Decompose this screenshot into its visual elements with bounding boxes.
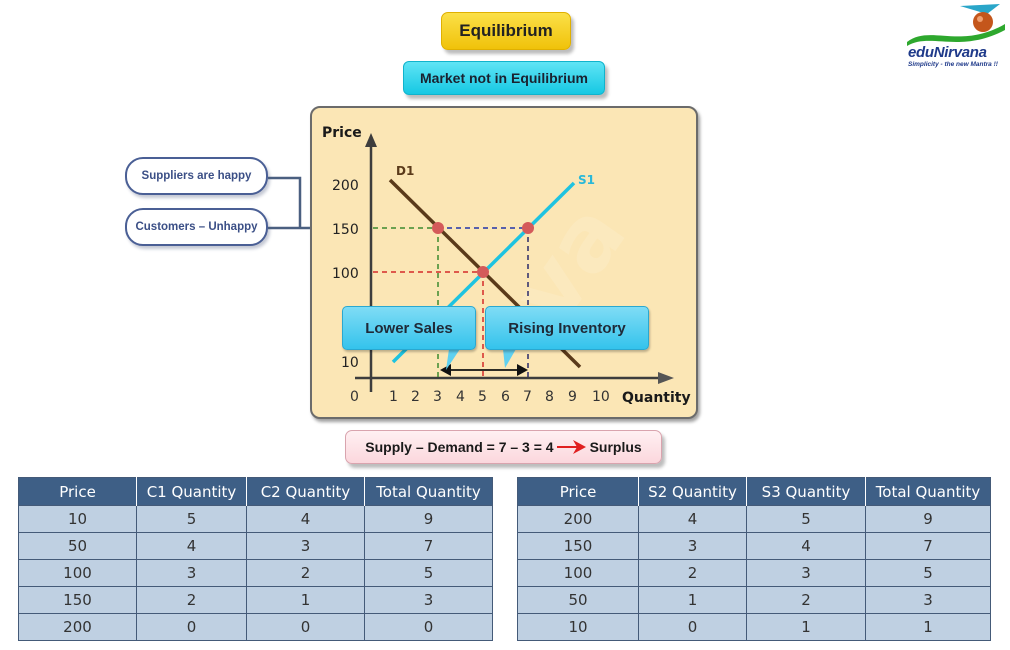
lower-sales-text: Lower Sales: [365, 319, 453, 337]
x-axis-arrow-icon: [658, 372, 674, 384]
arrow-right-icon: [517, 364, 528, 376]
y-tick: 10: [341, 355, 359, 371]
table-row: 200 0 0 0: [18, 613, 493, 641]
y-tick: 150: [332, 222, 359, 238]
column-header: Total Quantity: [364, 477, 493, 506]
svg-text:10: 10: [592, 389, 610, 405]
red-arrow-icon: [556, 440, 586, 454]
column-header: S2 Quantity: [638, 477, 747, 506]
y-axis-label: Price: [322, 125, 362, 141]
callout-customers-text: Customers – Unhappy: [135, 221, 258, 233]
page-title: Equilibrium: [459, 21, 553, 40]
rising-inventory-bubble: Rising Inventory: [485, 306, 649, 350]
svg-text:7: 7: [523, 389, 532, 405]
logo-swoosh-icon: [907, 4, 1005, 46]
table-row: 150 3 4 7: [517, 532, 991, 560]
subtitle-banner: Market not in Equilibrium: [403, 61, 605, 95]
table-row: 100 2 3 5: [517, 559, 991, 587]
column-header: Price: [517, 477, 639, 506]
demand-schedule-table: Price C1 Quantity C2 Quantity Total Quan…: [18, 477, 493, 641]
table-row: 200 4 5 9: [517, 505, 991, 533]
brand-logo: eduNirvana Simplicity - the new Mantra !…: [905, 2, 1010, 74]
x-axis-label: Quantity: [622, 390, 691, 406]
y-axis-arrow-icon: [365, 133, 377, 147]
svg-text:0: 0: [350, 389, 359, 405]
rising-inventory-text: Rising Inventory: [508, 319, 626, 337]
table-row: 100 3 2 5: [18, 559, 493, 587]
column-header: S3 Quantity: [746, 477, 866, 506]
point-supply-150: [522, 222, 534, 234]
column-header: C2 Quantity: [246, 477, 365, 506]
surplus-label: Surplus: [589, 439, 642, 455]
point-demand-150: [432, 222, 444, 234]
svg-text:5: 5: [478, 389, 487, 405]
supply-curve-label: S1: [578, 173, 595, 187]
page-subtitle: Market not in Equilibrium: [419, 70, 588, 86]
callout-suppliers-text: Suppliers are happy: [141, 170, 252, 182]
bubble-tail-lower-sales: [446, 349, 460, 370]
y-tick: 200: [332, 178, 359, 194]
surplus-result: Supply – Demand = 7 – 3 = 4 Surplus: [345, 430, 662, 464]
table-row: 10 5 4 9: [18, 505, 493, 533]
y-tick: 100: [332, 266, 359, 282]
svg-text:3: 3: [433, 389, 442, 405]
column-header: C1 Quantity: [136, 477, 247, 506]
chart-panel: [310, 106, 698, 419]
logo-name: eduNirvana: [908, 44, 987, 61]
table-row: 50 1 2 3: [517, 586, 991, 614]
table-header-row: Price S2 Quantity S3 Quantity Total Quan…: [517, 477, 991, 506]
table-header-row: Price C1 Quantity C2 Quantity Total Quan…: [18, 477, 493, 506]
callout-customers-unhappy: Customers – Unhappy: [125, 208, 268, 246]
surplus-equation: Supply – Demand = 7 – 3 = 4: [365, 439, 554, 455]
point-equilibrium: [477, 266, 489, 278]
callout-suppliers-happy: Suppliers are happy: [125, 157, 268, 195]
arrow-left-icon: [440, 364, 451, 376]
logo-tagline: Simplicity - the new Mantra !!: [908, 61, 998, 68]
title-banner: Equilibrium: [441, 12, 571, 50]
lower-sales-bubble: Lower Sales: [342, 306, 476, 350]
table-row: 50 4 3 7: [18, 532, 493, 560]
svg-text:9: 9: [568, 389, 577, 405]
svg-text:8: 8: [545, 389, 554, 405]
table-row: 10 0 1 1: [517, 613, 991, 641]
svg-text:2: 2: [411, 389, 420, 405]
svg-text:4: 4: [456, 389, 465, 405]
supply-schedule-table: Price S2 Quantity S3 Quantity Total Quan…: [517, 477, 991, 641]
column-header: Total Quantity: [865, 477, 991, 506]
table-row: 150 2 1 3: [18, 586, 493, 614]
demand-curve-label: D1: [396, 164, 414, 178]
x-ticks: 0 1 2 3 4 5 6 7 8 9 10: [350, 389, 610, 405]
svg-text:1: 1: [389, 389, 398, 405]
svg-text:6: 6: [501, 389, 510, 405]
column-header: Price: [18, 477, 137, 506]
bubble-tail-rising-inventory: [503, 349, 516, 368]
